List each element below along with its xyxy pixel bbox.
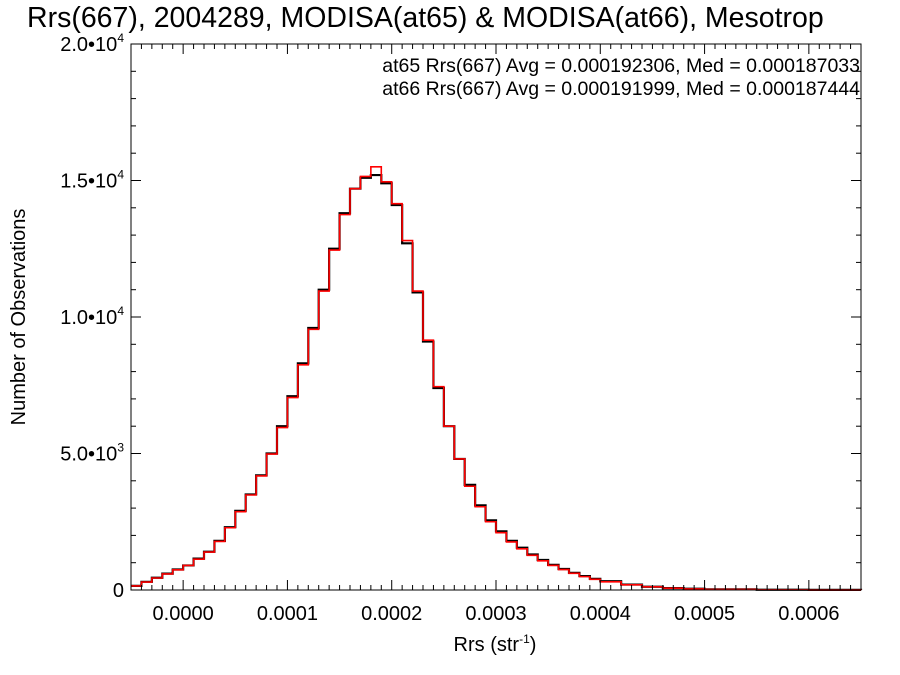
x-tick-label: 0.0002 [361,603,422,625]
x-tick-label: 0.0005 [674,603,735,625]
plot-frame [130,43,862,591]
x-tick-label: 0.0006 [778,603,839,625]
y-tick-label: 2.0•104 [60,31,124,56]
x-tick-label: 0.0000 [153,603,214,625]
y-axis-ticks: 0 5.0•103 1.0•104 1.5•104 2.0•104 [60,31,861,602]
x-tick-label: 0.0001 [257,603,318,625]
annotation-at66-stats: at66 Rrs(667) Avg = 0.000191999, Med = 0… [382,78,860,100]
x-axis-ticks: 0.0000 0.0001 0.0002 0.0003 0.0004 0.0005 0.00… [130,44,862,625]
x-axis-label-suffix: ) [530,634,537,656]
x-axis-label: Rrs (str-1) [454,632,537,656]
y-tick-label: 1.0•104 [60,304,124,329]
y-tick-label: 1.5•104 [60,168,124,193]
x-tick-label: 0.0004 [570,603,631,625]
y-tick-label: 0 [113,580,124,602]
x-tick-label: 0.0003 [465,603,526,625]
x-axis-label-main: Rrs (str [454,634,520,656]
series-line-1 [131,166,862,591]
chart-title: Rrs(667), 2004289, MODISA(at65) & MODISA… [27,2,824,34]
y-axis-label: Number of Observations [8,209,30,426]
x-axis-label-exponent: -1 [519,632,530,646]
y-tick-label: 5.0•103 [60,441,124,466]
series-layer [131,166,863,591]
annotation-at65-stats: at65 Rrs(667) Avg = 0.000192306, Med = 0… [382,55,860,77]
